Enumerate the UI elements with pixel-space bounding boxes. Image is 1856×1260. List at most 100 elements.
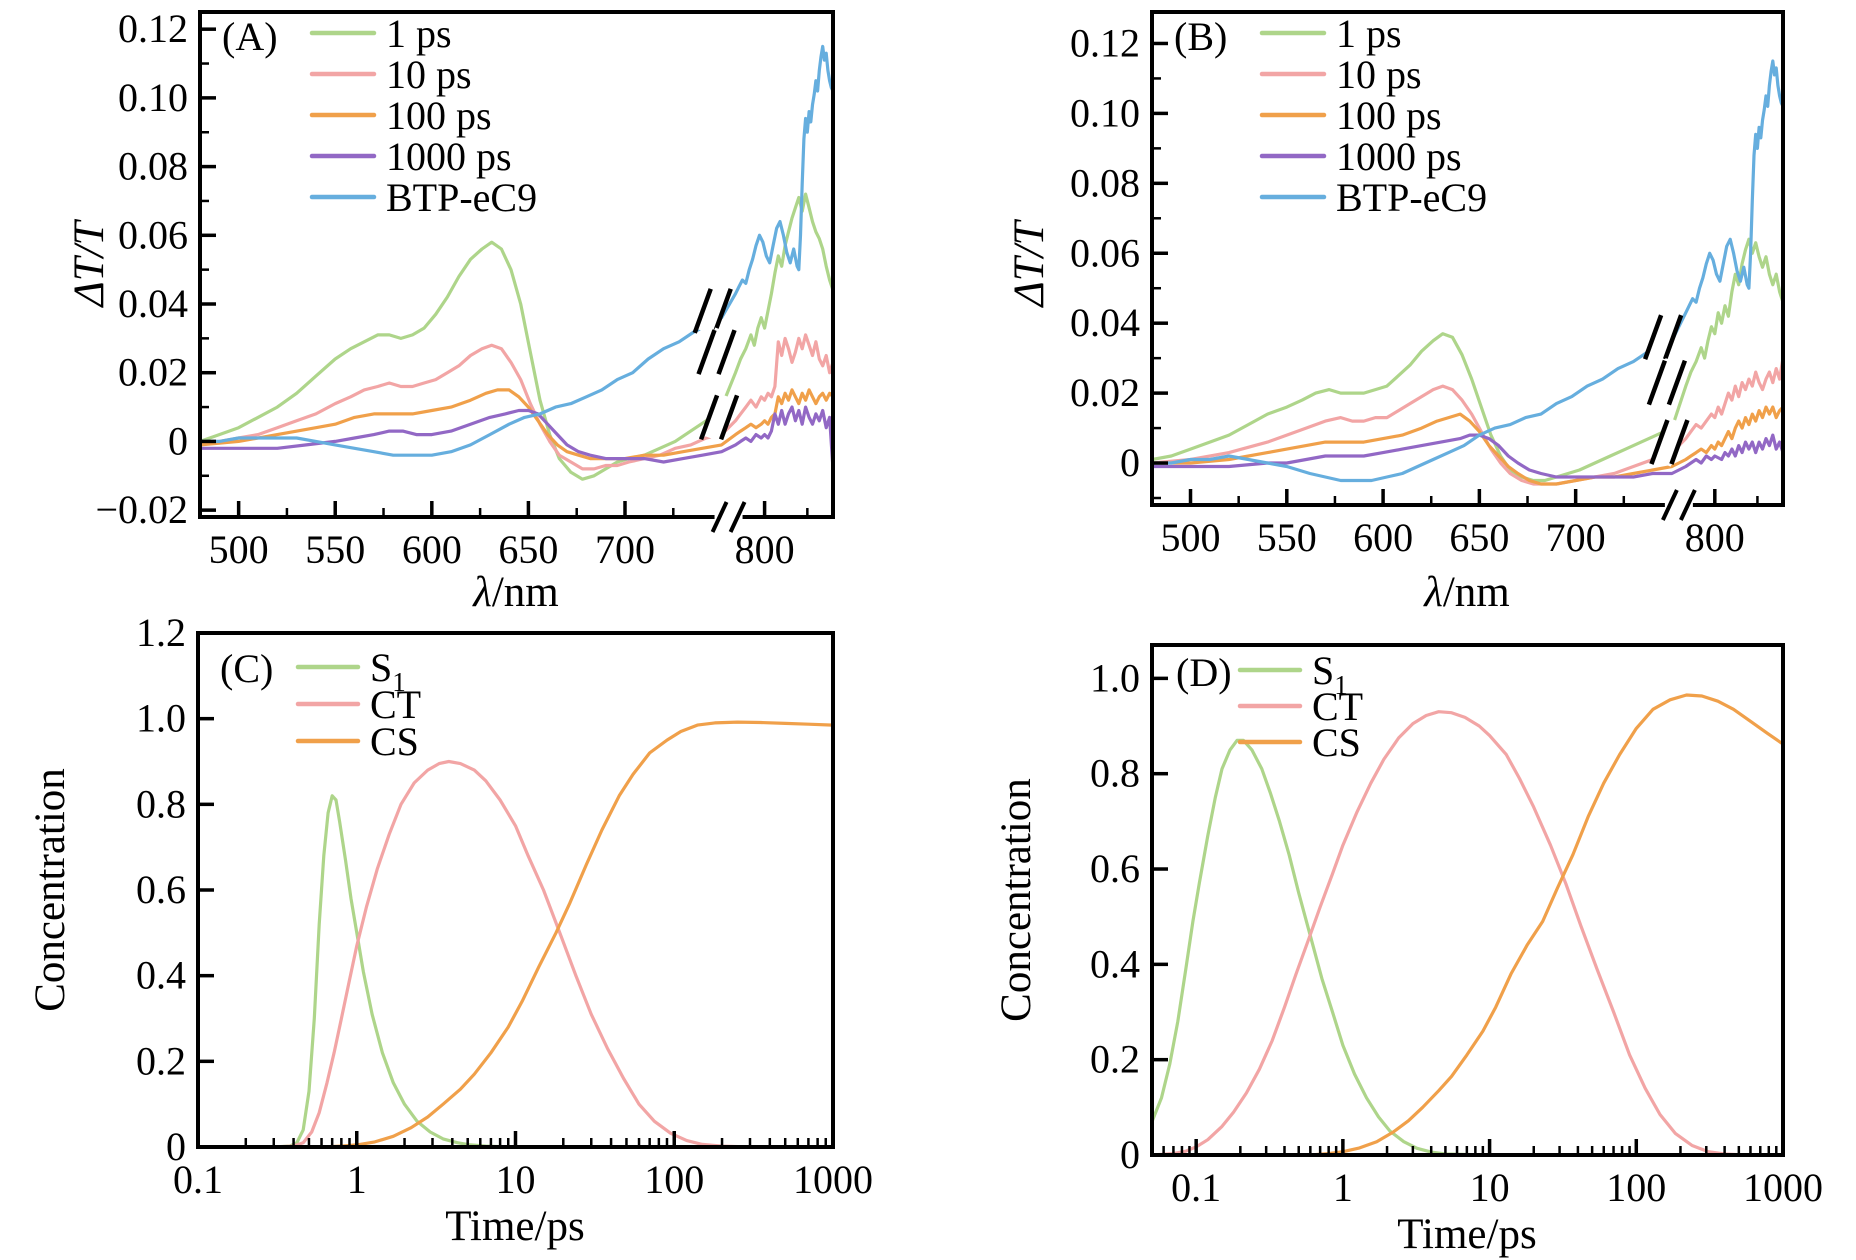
x-tick-label-0.1: 0.1	[1171, 1165, 1221, 1210]
y-tick-label-1.0: 1.0	[1090, 655, 1140, 700]
axis-break-slash	[1679, 489, 1697, 521]
legend-label-btp-ec9: BTP-eC9	[1336, 175, 1487, 220]
y-tick-label-0.4: 0.4	[136, 953, 186, 998]
curve-break-slash	[696, 329, 717, 375]
y-tick-label-0.08: 0.08	[118, 144, 188, 189]
x-tick-label-500: 500	[1161, 515, 1221, 560]
series-1-ps	[1152, 237, 1783, 483]
y-tick-label-1.0: 1.0	[136, 696, 186, 741]
x-tick-label-100: 100	[644, 1157, 704, 1202]
axis-break-gap	[1664, 500, 1693, 510]
axis-break-gap	[714, 512, 743, 522]
curve-break-slash	[1646, 359, 1668, 406]
legend-label-s1: S1	[370, 645, 406, 697]
curve-break-gap	[699, 327, 734, 377]
panel-title-a: (A)	[222, 14, 278, 59]
series-s1	[198, 794, 833, 1147]
series-10-ps	[200, 333, 833, 471]
y-tick-label-0.02: 0.02	[118, 350, 188, 395]
x-axis-label-d: Time/ps	[1397, 1211, 1536, 1258]
curve-break-slash	[1662, 314, 1684, 360]
y-tick-label-0.06: 0.06	[118, 212, 188, 257]
panel-c: 0.1 1 10 100 100000.20.40.60.81.01.2S1CTCS(C…	[27, 610, 873, 1250]
x-axis-label-a: λ/nm	[471, 569, 559, 616]
series-1000-ps	[1152, 433, 1783, 479]
legend-label-s1: S1	[1312, 648, 1348, 700]
y-axis-label-part: Concentration	[993, 778, 1040, 1022]
series-100-ps	[1152, 405, 1783, 486]
legend-label-1-ps: 1 ps	[386, 11, 452, 56]
y-tick-label-0.06: 0.06	[1070, 230, 1140, 275]
x-tick-label-100: 100	[1606, 1165, 1666, 1210]
series-ct	[1152, 710, 1783, 1155]
curve-break-gap	[701, 392, 737, 442]
y-tick-label-0.02: 0.02	[1070, 370, 1140, 415]
y-tick-label-0.2: 0.2	[136, 1038, 186, 1083]
x-axis-label-part: λ	[1422, 569, 1443, 616]
y-tick-label-0: 0	[168, 418, 188, 463]
y-tick-label-0.6: 0.6	[1090, 846, 1140, 891]
axis-break-slash	[1661, 489, 1679, 521]
x-axis-label-c: Time/ps	[445, 1203, 584, 1250]
series-cs	[198, 720, 833, 1147]
x-axis-label-part: Time/ps	[445, 1203, 584, 1250]
curve-break-slash	[698, 394, 720, 441]
series-10-ps	[1152, 356, 1783, 486]
y-axis-label-part: ΔT/T	[66, 218, 113, 308]
y-tick-label-0.10: 0.10	[1070, 90, 1140, 135]
curve-break-slash	[1669, 419, 1690, 465]
y-tick-label-1.2: 1.2	[136, 610, 186, 655]
legend-label-cs: CS	[370, 719, 419, 764]
legend-label-btp-ec9: BTP-eC9	[386, 175, 537, 220]
y-tick-label-0.12: 0.12	[118, 6, 188, 51]
plot-frame	[196, 631, 835, 1149]
series-group-c	[198, 720, 833, 1147]
curve-break-gap	[1652, 417, 1687, 467]
x-axis-label-part: /nm	[492, 569, 559, 616]
x-axis-label-part: /nm	[1443, 569, 1510, 616]
series-btp-ec9	[1152, 59, 1783, 483]
series-1000-ps	[200, 405, 833, 471]
x-tick-label-550: 550	[305, 527, 365, 572]
x-axis-label-part: Time/ps	[1397, 1211, 1536, 1258]
x-tick-label-800: 800	[1685, 515, 1745, 560]
legend-label-1-ps: 1 ps	[1336, 11, 1402, 56]
x-tick-label-1: 1	[347, 1157, 367, 1202]
plot-frame	[1150, 10, 1785, 507]
panel-title-b: (B)	[1174, 14, 1227, 59]
legend-label-ct: CT	[1312, 684, 1363, 729]
curve-break-slash	[692, 288, 713, 334]
panel-title-d: (D)	[1176, 650, 1232, 695]
series-cs	[1152, 693, 1783, 1155]
series-group-b	[1152, 59, 1783, 486]
axis-break-slash	[728, 501, 747, 533]
x-tick-label-600: 600	[402, 527, 462, 572]
curve-break-slash	[712, 288, 733, 334]
y-tick-label-0.8: 0.8	[136, 781, 186, 826]
legend-label-10-ps: 10 ps	[386, 52, 472, 97]
x-tick-label-600: 600	[1353, 515, 1413, 560]
x-tick-label-800: 800	[735, 527, 795, 572]
curve-break-gap	[1645, 312, 1681, 362]
y-tick-label-0: 0	[1120, 440, 1140, 485]
curve-break-slash	[1649, 419, 1670, 465]
x-tick-label-1: 1	[1333, 1165, 1353, 1210]
y-tick-label-0.04: 0.04	[118, 281, 188, 326]
legend-label-ct: CT	[370, 682, 421, 727]
x-tick-label-500: 500	[209, 527, 269, 572]
axis-break-slash	[710, 501, 729, 533]
plot-frame	[198, 10, 835, 519]
y-tick-label-0: 0	[166, 1124, 186, 1169]
legend-label-sub: 1	[392, 667, 406, 697]
series-s1	[1152, 738, 1783, 1155]
legend-label-10-ps: 10 ps	[1336, 52, 1422, 97]
x-axis-label-part: λ	[471, 569, 492, 616]
legend-label-1000-ps: 1000 ps	[1336, 134, 1462, 179]
